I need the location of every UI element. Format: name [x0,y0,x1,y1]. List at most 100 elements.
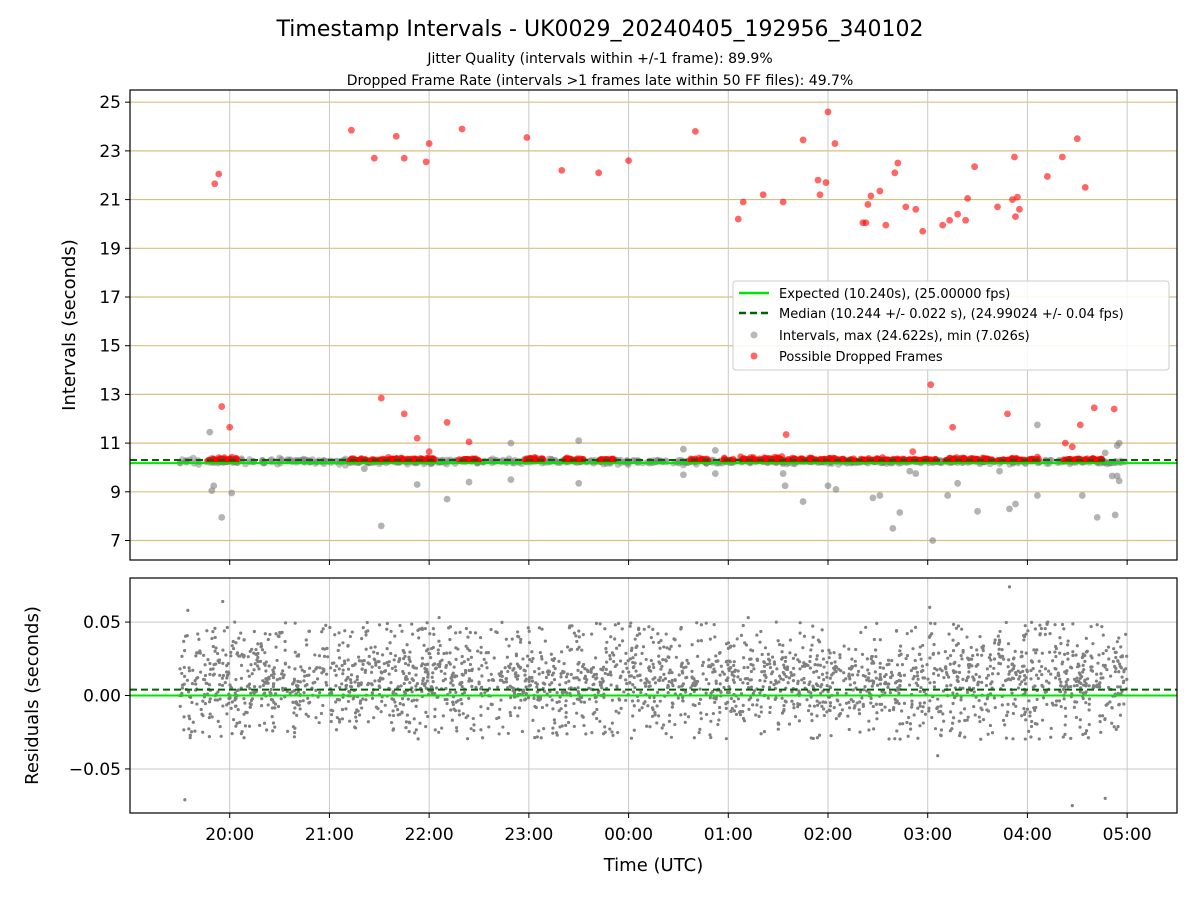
residual-point [815,736,820,740]
residual-point [651,662,655,666]
residual-point [1041,685,1045,689]
residual-point [268,690,272,694]
residual-point [877,677,882,682]
residual-point [385,627,389,631]
residual-point [865,657,869,661]
residual-point [870,655,874,659]
residual-point [674,655,678,659]
residual-point [718,673,722,677]
residual-point [317,721,321,725]
residual-point [366,661,370,665]
residual-point [180,654,184,658]
residual-point [1063,670,1067,674]
residual-point [399,684,403,688]
residual-point [738,709,743,714]
residual-point [212,672,216,676]
residual-point [1082,667,1086,672]
residual-point [1053,666,1057,671]
residual-point [373,645,377,649]
residual-point [856,669,861,673]
residual-point [823,700,828,704]
residual-point [830,673,834,677]
residual-point [487,678,491,683]
residual-point [651,640,656,644]
residual-point [527,629,531,633]
residual-point [263,663,267,667]
residual-point [522,690,526,694]
residual-point [853,659,857,663]
residual-point [921,721,925,725]
residual-point [708,665,713,669]
residual-point [792,706,796,710]
residual-point [650,706,655,710]
residual-point [956,642,960,646]
residual-point [860,696,864,700]
residual-point [209,667,213,671]
residual-point [615,684,619,688]
residual-point [277,634,281,639]
residual-point [634,653,638,657]
residual-point [808,659,812,664]
residual-point [744,643,749,647]
residual-point [900,709,904,713]
residual-point [196,632,200,636]
residual-point [643,684,648,688]
residual-point [264,681,268,685]
residual-point [658,661,662,666]
residual-point [188,695,193,699]
residual-point [560,690,564,694]
residual-point [778,674,782,678]
residual-point [881,666,886,670]
residual-point [629,621,633,625]
residual-point [386,663,390,667]
residual-point [259,703,264,708]
residual-point [691,681,695,686]
residual-point [690,676,694,680]
residual-point [340,707,345,712]
residual-point [780,696,784,700]
residual-point [560,650,564,654]
residual-point [431,627,435,631]
residual-point [667,679,671,684]
residual-reference-lines [130,688,1177,697]
residual-point [894,701,898,705]
interval-outlier-point [896,509,904,516]
residual-point [429,647,434,651]
residual-point [802,681,806,685]
residual-point [898,737,902,741]
residual-point [1081,683,1086,687]
residual-point [576,686,580,690]
residual-point [343,661,347,666]
residual-point [699,711,703,715]
residual-point [789,670,793,675]
residual-point [1029,735,1033,739]
residual-point [1078,718,1082,722]
residual-point [594,677,598,681]
residual-point [183,634,188,638]
interval-outlier-point [876,492,884,499]
residual-point [847,674,851,678]
residual-point [965,718,969,722]
residual-point [962,707,967,711]
residual-point [928,633,932,638]
residual-point [812,670,816,674]
residual-point [697,730,701,735]
residual-point [630,699,635,703]
residual-point [375,651,380,655]
residual-point [524,677,528,681]
residual-point [381,677,385,681]
residual-point [681,695,685,700]
residual-point [1101,651,1105,656]
residual-point [1024,718,1028,722]
residual-point [293,726,297,730]
residual-point [1049,726,1053,731]
residual-point [1059,641,1063,646]
residual-point [831,681,835,685]
residual-point [716,722,720,727]
residual-point [647,665,652,669]
residual-point [306,696,310,700]
residual-point [272,672,276,676]
residual-points [178,585,1129,808]
residual-point [776,721,780,725]
residual-point [726,663,730,667]
